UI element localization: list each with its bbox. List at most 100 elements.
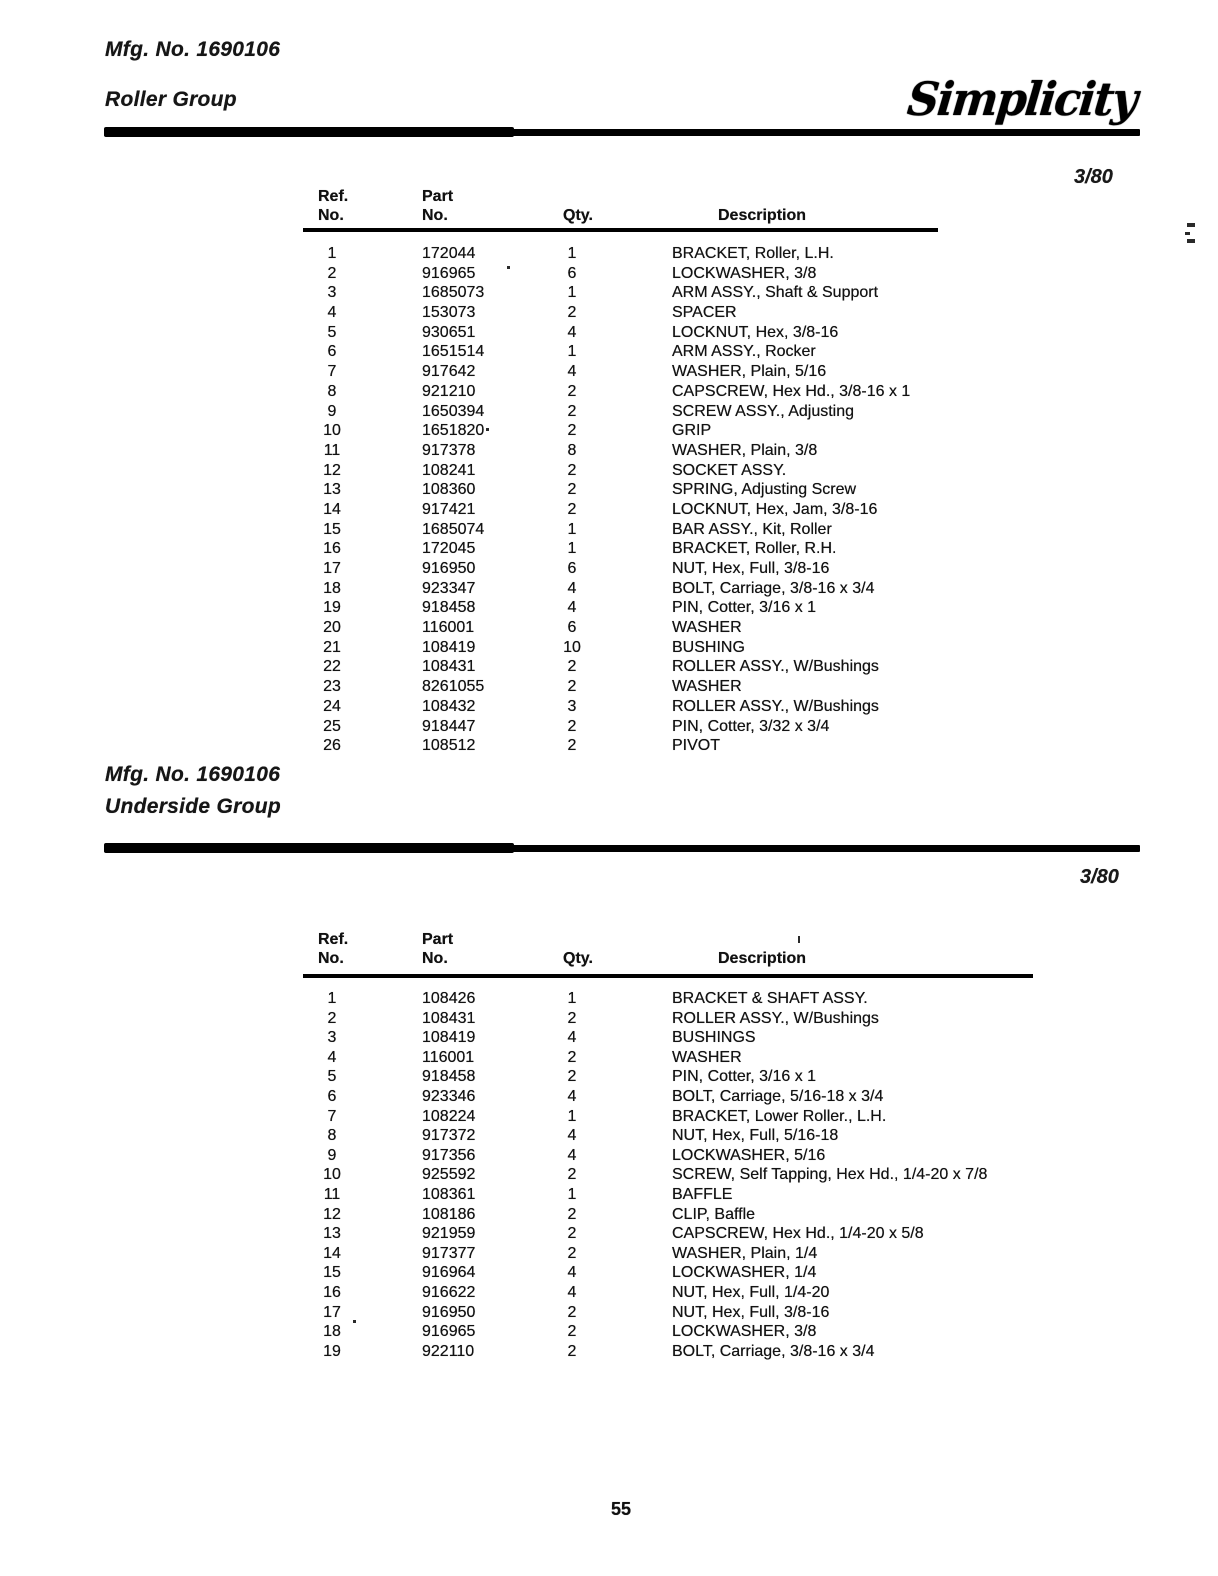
part-no-cell: 8261055 — [422, 678, 485, 696]
description-cell: BOLT, Carriage, 5/16-18 x 3/4 — [672, 1087, 884, 1105]
underside-group-table-rows: 1 108426 1 BRACKET & SHAFT ASSY. 2 10843… — [0, 989, 1218, 1361]
qty-cell: 2 — [567, 1048, 577, 1066]
ref-no-cell: 10 — [323, 422, 341, 440]
col-header-ref-line2: No. — [318, 207, 344, 224]
ref-no-cell: 8 — [327, 1127, 337, 1145]
part-no-cell: 108186 — [422, 1205, 476, 1223]
part-no-cell: 1685074 — [422, 520, 485, 538]
part-no-cell: 108431 — [422, 658, 476, 676]
description-cell: BRACKET, Roller, L.H. — [672, 245, 834, 262]
qty-cell: 2 — [567, 1225, 577, 1243]
description-cell: ROLLER ASSY., W/Bushings — [672, 697, 879, 715]
part-no-cell: 922110 — [422, 1342, 475, 1360]
table-row: 19 922110 2 BOLT, Carriage, 3/8-16 x 3/4 — [0, 1342, 1218, 1362]
description-cell: LOCKNUT, Hex, Jam, 3/8-16 — [672, 500, 878, 518]
group-title-roller: Roller Group — [105, 88, 237, 111]
table-row: 9 917356 4 LOCKWASHER, 5/16 — [0, 1146, 1218, 1166]
description-cell: BOLT, Carriage, 3/8-16 x 3/4 — [672, 1342, 875, 1360]
table-row: 24 108432 3 ROLLER ASSY., W/Bushings — [0, 697, 1218, 717]
part-no-cell: 916950 — [422, 560, 476, 577]
ref-no-cell: 2 — [327, 1009, 337, 1027]
table-row: 22 108431 2 ROLLER ASSY., W/Bushings — [0, 657, 1218, 677]
description-cell: BRACKET & SHAFT ASSY. — [672, 990, 868, 1007]
part-no-cell: 108419 — [422, 638, 476, 656]
description-cell: LOCKWASHER, 3/8 — [672, 1323, 817, 1341]
qty-cell: 2 — [567, 1009, 577, 1027]
table-row: 14 917377 2 WASHER, Plain, 1/4 — [0, 1244, 1218, 1264]
qty-cell: 1 — [567, 990, 577, 1007]
table-row: 5 930651 4 LOCKNUT, Hex, 3/8-16 — [0, 323, 1218, 343]
description-cell: SCREW ASSY., Adjusting — [672, 402, 855, 420]
description-cell: WASHER, Plain, 5/16 — [672, 363, 827, 381]
edition-date-2: 3/80 — [1080, 866, 1119, 888]
ref-no-cell: 16 — [323, 540, 341, 558]
table-row: 7 108224 1 BRACKET, Lower Roller., L.H. — [0, 1107, 1218, 1127]
ref-no-cell: 4 — [327, 304, 337, 322]
description-cell: PIN, Cotter, 3/16 x 1 — [672, 1068, 817, 1086]
description-cell: ROLLER ASSY., W/Bushings — [672, 1009, 879, 1027]
ref-no-cell: 14 — [323, 1244, 341, 1262]
qty-cell: 2 — [567, 402, 577, 420]
ref-no-cell: 10 — [323, 1166, 341, 1184]
ref-no-cell: 9 — [327, 402, 337, 420]
ref-no-cell: 1 — [327, 990, 337, 1007]
ref-no-cell: 23 — [323, 678, 341, 696]
part-no-cell: 916965 — [422, 264, 476, 282]
col-header-part-line2: No. — [422, 950, 448, 967]
qty-cell: 4 — [567, 1029, 577, 1047]
ref-no-cell: 6 — [327, 1087, 337, 1105]
description-cell: ROLLER ASSY., W/Bushings — [672, 658, 879, 676]
qty-cell: 2 — [567, 678, 577, 696]
col-header-qty: Qty. — [563, 950, 593, 967]
table1-header-underline — [303, 228, 938, 232]
table-row: 3 1685073 1 ARM ASSY., Shaft & Support — [0, 283, 1218, 303]
description-cell: BRACKET, Roller, R.H. — [672, 540, 837, 558]
part-no-cell: 108241 — [422, 461, 476, 479]
qty-cell: 2 — [567, 658, 577, 676]
scan-speck — [486, 428, 489, 431]
description-cell: LOCKWASHER, 5/16 — [672, 1146, 826, 1164]
table-row: 17 916950 2 NUT, Hex, Full, 3/8-16 — [0, 1303, 1218, 1323]
description-cell: WASHER — [672, 1048, 742, 1066]
part-no-cell: 108360 — [422, 481, 476, 499]
simplicity-logo: Simplicity — [905, 72, 1139, 126]
part-no-cell: 108512 — [422, 737, 476, 755]
description-cell: PIVOT — [672, 737, 721, 755]
table-row: 26 108512 2 PIVOT — [0, 736, 1218, 756]
ref-no-cell: 15 — [323, 1264, 341, 1282]
ref-no-cell: 18 — [323, 579, 341, 597]
qty-cell: 2 — [567, 1303, 577, 1321]
part-no-cell: 116001 — [422, 1048, 475, 1066]
part-no-cell: 917356 — [422, 1146, 476, 1164]
ref-no-cell: 20 — [323, 619, 341, 637]
table-row: 3 108419 4 BUSHINGS — [0, 1028, 1218, 1048]
qty-cell: 1 — [567, 1185, 577, 1203]
qty-cell: 1 — [567, 284, 577, 302]
ref-no-cell: 24 — [323, 697, 341, 715]
table-row: 18 923347 4 BOLT, Carriage, 3/8-16 x 3/4 — [0, 579, 1218, 599]
qty-cell: 4 — [567, 1127, 577, 1145]
ref-no-cell: 6 — [327, 343, 337, 361]
scan-speck — [353, 1320, 356, 1323]
ref-no-cell: 15 — [323, 520, 341, 538]
ref-no-cell: 19 — [323, 1342, 341, 1360]
part-no-cell: 917642 — [422, 363, 476, 381]
group-title-underside: Underside Group — [105, 795, 282, 818]
qty-cell: 2 — [567, 737, 577, 755]
qty-cell: 6 — [567, 264, 577, 282]
part-no-cell: 916950 — [422, 1303, 476, 1321]
qty-cell: 2 — [567, 422, 577, 440]
ref-no-cell: 17 — [323, 560, 341, 577]
ref-no-cell: 7 — [327, 1107, 337, 1125]
col-header-ref-line2: No. — [318, 950, 344, 967]
qty-cell: 3 — [567, 697, 577, 715]
part-no-cell: 153073 — [422, 304, 476, 322]
description-cell: GRIP — [672, 422, 712, 440]
qty-cell: 2 — [567, 481, 577, 499]
qty-cell: 1 — [567, 520, 577, 538]
ref-no-cell: 2 — [327, 264, 337, 282]
table-row: 17 916950 6 NUT, Hex, Full, 3/8-16 — [0, 559, 1218, 579]
description-cell: NUT, Hex, Full, 3/8-16 — [672, 560, 830, 577]
table-row: 15 1685074 1 BAR ASSY., Kit, Roller — [0, 520, 1218, 540]
